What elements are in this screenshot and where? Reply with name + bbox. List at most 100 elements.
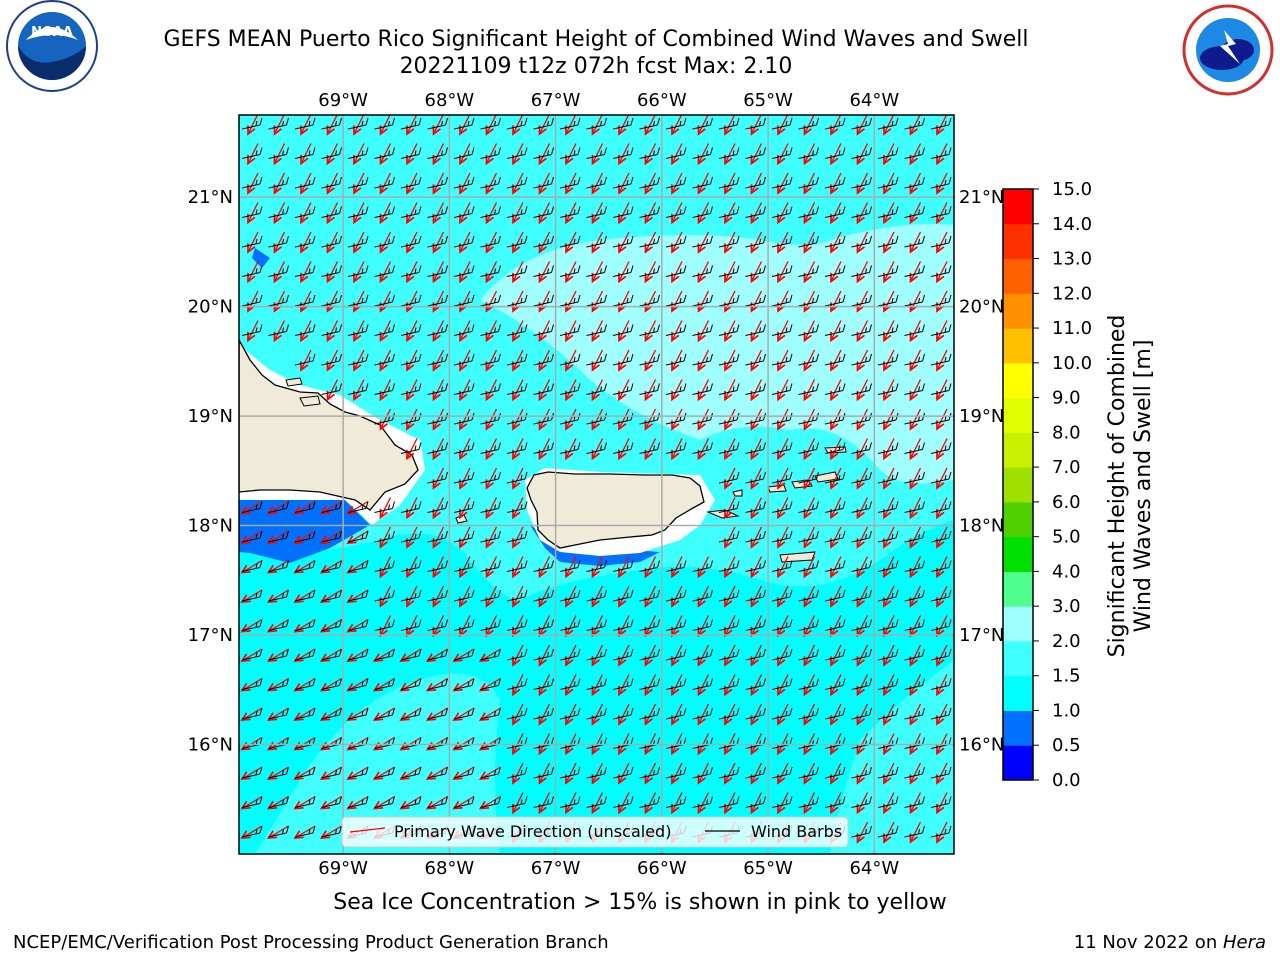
wave-arrow (884, 379, 895, 400)
st-john-island (791, 479, 813, 489)
wave-arrow (646, 143, 657, 164)
wind-barb (904, 383, 925, 395)
wave-arrow (593, 290, 604, 311)
wave-arrow (646, 556, 657, 577)
wave-arrow (752, 290, 763, 311)
wave-arrow (540, 202, 551, 223)
wave-arrow (301, 172, 312, 193)
wave-arrow (884, 290, 895, 311)
wind-barb (480, 589, 501, 602)
wave-arrow (593, 115, 603, 134)
wave-arrow (672, 379, 683, 400)
wind-barb (506, 294, 528, 307)
wave-arrow (937, 615, 948, 636)
wave-arrow (275, 202, 286, 223)
wind-barb (824, 353, 846, 366)
wind-barb (533, 176, 554, 189)
wind-barb (612, 147, 634, 159)
wave-arrow (540, 261, 551, 282)
wind-barb (453, 678, 475, 690)
wave-arrow (407, 202, 418, 223)
wave-arrow (884, 349, 895, 370)
wave-arrow (725, 202, 736, 223)
wind-barb (347, 353, 369, 366)
wave-arrow (858, 703, 869, 724)
wave-arrow (540, 644, 551, 665)
wave-arrow (831, 585, 842, 606)
wave-arrow (752, 674, 763, 695)
wind-barb (877, 324, 899, 336)
wave-arrow (911, 438, 922, 459)
noaa-logo: NOAA (6, 0, 98, 92)
wind-barb (745, 678, 766, 690)
wave-arrow (725, 438, 736, 459)
wave-arrow (911, 821, 922, 842)
wind-barb (718, 589, 740, 602)
wind-barb (930, 442, 952, 454)
wind-barb (639, 353, 660, 366)
footer-host: Hera (1222, 932, 1266, 953)
wave-arrow (672, 290, 683, 311)
wind-barb (321, 206, 342, 218)
wind-barb (321, 383, 342, 395)
wind-barb (427, 176, 448, 189)
colorbar-tick-label-15: 13.0 (1052, 249, 1092, 270)
wave-arrow (301, 290, 312, 311)
wave-arrow (725, 143, 736, 164)
wave-arrow (540, 585, 551, 606)
wind-barb (718, 619, 740, 631)
wind-barb (718, 235, 740, 248)
wave-arrow (619, 408, 630, 429)
wave-arrow (884, 792, 895, 813)
wind-barb (851, 176, 872, 189)
wind-barb (904, 471, 925, 484)
wave-arrow (911, 202, 922, 223)
wind-barb (586, 619, 607, 631)
wind-barb (851, 383, 872, 395)
wave-arrow (672, 674, 683, 695)
lat-label-left-5: 16°N (188, 735, 233, 756)
wave-arrow (884, 585, 895, 606)
wave-arrow (593, 585, 604, 606)
wind-barb (374, 176, 395, 189)
wave-arrow (301, 320, 312, 341)
wind-barb (374, 678, 395, 690)
wave-arrow (911, 615, 922, 636)
wave-arrow (354, 202, 365, 223)
wave-arrow (831, 644, 842, 665)
wave-arrow (381, 585, 392, 606)
wind-barb (930, 471, 952, 484)
wave-arrow (513, 438, 524, 459)
wind-barb (268, 324, 289, 336)
wind-barb (427, 678, 448, 690)
wave-arrow (831, 231, 842, 252)
wave-arrow (434, 320, 445, 341)
wave-arrow (540, 556, 551, 577)
wave-arrow (752, 172, 763, 193)
wind-barb (718, 176, 740, 189)
wave-arrow (805, 202, 816, 223)
wave-arrow (540, 792, 551, 813)
wave-arrow (858, 320, 869, 341)
wind-barb (639, 648, 660, 661)
wave-arrow (858, 585, 869, 606)
wave-arrow (460, 202, 471, 223)
wind-barb (586, 294, 607, 307)
wave-arrow (328, 349, 339, 370)
wave-arrow (513, 408, 524, 429)
wave-arrow (752, 408, 763, 429)
wind-barb (506, 176, 528, 189)
wind-barb (453, 117, 475, 130)
wave-arrow (354, 115, 365, 134)
wind-barb (374, 117, 395, 130)
wind-barb (665, 678, 687, 690)
wave-arrow (937, 497, 948, 518)
wave-arrow (407, 408, 418, 429)
wind-barb (374, 206, 395, 218)
wave-arrow (699, 733, 710, 754)
wind-barb (559, 294, 581, 307)
wave-arrow (407, 526, 418, 547)
wave-arrow (328, 172, 339, 193)
wind-barb (533, 678, 554, 690)
wave-arrow (778, 762, 789, 783)
